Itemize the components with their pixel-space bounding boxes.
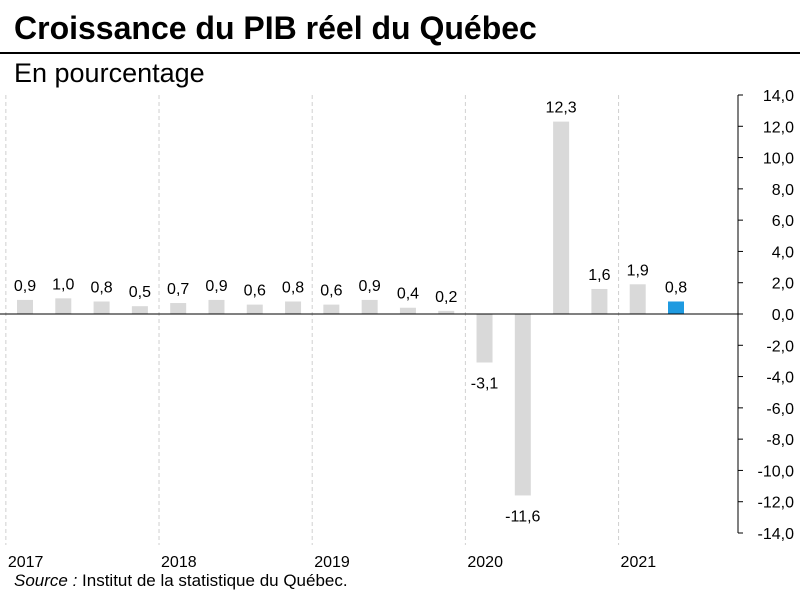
data-label: 0,8: [282, 279, 304, 296]
y-tick-label: 8,0: [772, 182, 794, 199]
y-tick-label: 4,0: [772, 244, 794, 261]
x-tick-label: 2018: [161, 554, 197, 571]
data-label: -11,6: [505, 508, 540, 525]
bar: [93, 301, 110, 314]
bars: [17, 121, 684, 496]
y-tick-label: 14,0: [763, 88, 794, 105]
data-label: 0,6: [244, 283, 266, 300]
data-label: 0,9: [359, 278, 381, 295]
source-text: Institut de la statistique du Québec.: [77, 571, 348, 590]
y-tick-label: 10,0: [763, 151, 794, 168]
y-tick-label: -6,0: [766, 401, 794, 418]
data-label: 1,9: [627, 262, 649, 279]
data-label: 0,8: [665, 279, 687, 296]
data-label: 0,5: [129, 284, 151, 301]
y-tick-label: 6,0: [772, 213, 794, 230]
x-tick-label: 2019: [314, 554, 350, 571]
bar: [17, 299, 33, 314]
data-label: 12,3: [546, 100, 577, 117]
bar: [208, 299, 225, 314]
data-label: 0,9: [205, 278, 227, 295]
bar: [514, 314, 531, 496]
y-tick-label: -12,0: [758, 495, 795, 512]
y-tick-label: 12,0: [763, 119, 794, 136]
data-label: 0,6: [320, 283, 342, 300]
data-label: 0,2: [435, 289, 457, 306]
y-tick-label: -14,0: [758, 526, 795, 543]
y-tick-label: -10,0: [758, 463, 795, 480]
bar: [668, 301, 684, 314]
source-label: Source :: [14, 571, 78, 590]
data-label: -3,1: [471, 375, 499, 392]
data-label: 1,6: [588, 267, 610, 284]
bar: [131, 306, 148, 314]
data-label: 1,0: [52, 276, 74, 293]
y-tick-label: -4,0: [766, 370, 794, 387]
year-gridlines: [5, 95, 620, 545]
bar: [591, 288, 608, 314]
source-note: Source : Institut de la statistique du Q…: [14, 571, 348, 591]
bar: [285, 301, 302, 314]
data-label: 0,8: [90, 279, 112, 296]
title-divider: [0, 52, 800, 54]
y-tick-label: -8,0: [766, 432, 794, 449]
bar: [246, 304, 263, 314]
x-tick-label: 2020: [467, 554, 503, 571]
y-tick-label: 2,0: [772, 276, 794, 293]
bar: [629, 284, 646, 314]
value-labels: 0,9 1,0 0,8 0,5 0,7 0,9 0,6 0,8 0,6 0,9 0,4 0,2 -3,1…: [14, 100, 687, 526]
y-tick-label: -2,0: [766, 338, 794, 355]
chart-title: Croissance du PIB réel du Québec: [14, 10, 537, 46]
data-label: 0,9: [14, 278, 36, 295]
x-tick-label: 2021: [621, 554, 657, 571]
y-tick-label: 0,0: [772, 307, 794, 324]
bar: [361, 299, 378, 314]
x-tick-label: 2017: [8, 554, 44, 571]
bar: [55, 298, 72, 314]
chart-subtitle: En pourcentage: [14, 58, 205, 88]
bar: [438, 310, 455, 314]
bar: [170, 303, 187, 314]
data-label: 0,4: [397, 286, 419, 303]
data-label: 0,7: [167, 281, 189, 298]
bar: [323, 304, 340, 314]
bar: [399, 307, 416, 314]
bar: [476, 314, 493, 363]
axes: 14,0 12,0 10,0 8,0 6,0 4,0 2,0 0,0 -2,0 -4,0 -6,0 -…: [0, 88, 794, 571]
bar: [553, 121, 570, 314]
